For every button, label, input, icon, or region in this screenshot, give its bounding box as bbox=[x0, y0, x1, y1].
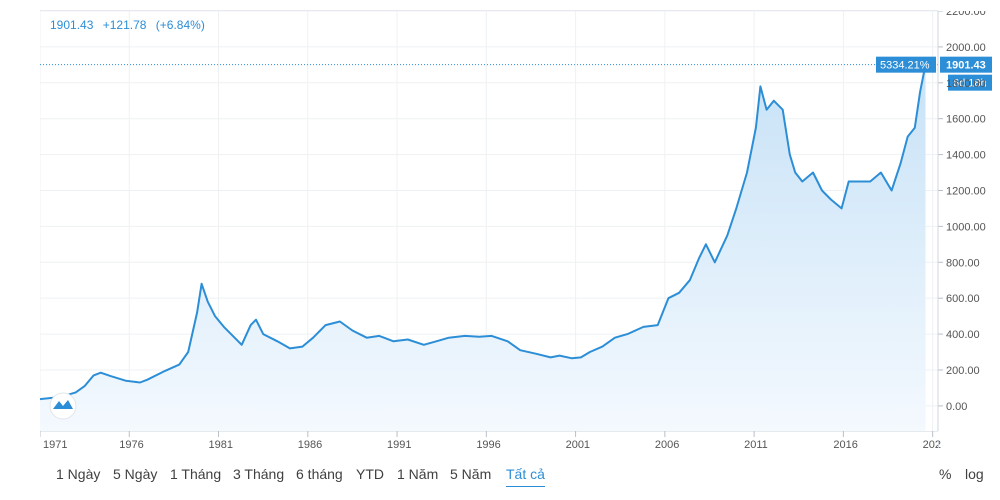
y-tick-label: 800.00 bbox=[946, 257, 980, 269]
range-6-month-button[interactable]: 6 tháng bbox=[296, 466, 343, 482]
time-tag-label: 6d 18h bbox=[953, 78, 987, 90]
price-readout: 1901.43 +121.78 (+6.84%) bbox=[50, 18, 211, 32]
x-tick-label: 1976 bbox=[119, 439, 143, 451]
x-tick-label: 2001 bbox=[566, 439, 590, 451]
change-percent: (+6.84%) bbox=[155, 18, 205, 32]
value-tag-label: 1901.43 bbox=[946, 60, 986, 72]
value-tag-bg bbox=[940, 56, 992, 73]
range-all-button[interactable]: Tất cả bbox=[506, 462, 545, 487]
chart-logo bbox=[49, 392, 77, 420]
x-tick-label: 1981 bbox=[209, 439, 233, 451]
x-tick-label: 2011 bbox=[744, 439, 768, 451]
y-tick-label: 1600.00 bbox=[946, 114, 986, 126]
range-1-day-button[interactable]: 1 Ngày bbox=[56, 466, 101, 482]
y-tick-label: 1000.00 bbox=[946, 221, 986, 233]
range-1-month-button[interactable]: 1 Tháng bbox=[170, 466, 222, 482]
range-3-month-button[interactable]: 3 Tháng bbox=[233, 466, 285, 482]
y-tick-label: 2000.00 bbox=[946, 42, 986, 54]
x-tick-label: 2016 bbox=[833, 439, 857, 451]
percent-scale-toggle[interactable]: % bbox=[939, 466, 952, 482]
range-1-year-button[interactable]: 1 Năm bbox=[397, 466, 439, 482]
change-value: +121.78 bbox=[102, 18, 147, 32]
x-tick-label: 1996 bbox=[476, 439, 500, 451]
series-area-fill bbox=[40, 64, 926, 431]
y-tick-label: 1800.00 bbox=[946, 78, 986, 90]
range-selector-bar: 1 Ngày 5 Ngày 1 Tháng 3 Tháng 6 tháng YT… bbox=[40, 462, 990, 492]
time-tag-bg bbox=[948, 74, 992, 91]
x-tick-label: 2006 bbox=[655, 439, 679, 451]
y-tick-label: 400.00 bbox=[946, 329, 980, 341]
chart-plot-area[interactable]: 5334.21% 1901.43 6d 18h 1971 1976 1981 1986 19… bbox=[40, 10, 992, 451]
y-tick-label: 1200.00 bbox=[946, 185, 986, 197]
y-tick-label: 600.00 bbox=[946, 293, 980, 305]
percent-tag-bg bbox=[876, 56, 936, 73]
y-tick-label: 200.00 bbox=[946, 365, 980, 377]
y-tick-label: 2200.00 bbox=[946, 11, 986, 18]
percent-tag-label: 5334.21% bbox=[880, 60, 930, 72]
range-5-day-button[interactable]: 5 Ngày bbox=[113, 466, 158, 482]
y-tick-label: 0.00 bbox=[946, 401, 967, 413]
axis-corner-divider bbox=[938, 442, 939, 448]
chart-logo-icon bbox=[53, 400, 73, 409]
x-tick-label: 202 bbox=[923, 439, 941, 451]
range-5-year-button[interactable]: 5 Năm bbox=[450, 466, 492, 482]
x-tick-label: 1971 bbox=[43, 439, 67, 451]
x-tick-label: 1991 bbox=[387, 439, 411, 451]
y-tick-label: 1400.00 bbox=[946, 150, 986, 162]
x-tick-label: 1986 bbox=[298, 439, 322, 451]
log-scale-toggle[interactable]: log bbox=[965, 466, 984, 482]
price-chart[interactable]: 5334.21% 1901.43 6d 18h 1971 1976 1981 1986 19… bbox=[40, 11, 1000, 461]
last-value: 1901.43 bbox=[50, 18, 94, 32]
range-ytd-button[interactable]: YTD bbox=[356, 466, 384, 482]
series-line bbox=[40, 64, 927, 401]
